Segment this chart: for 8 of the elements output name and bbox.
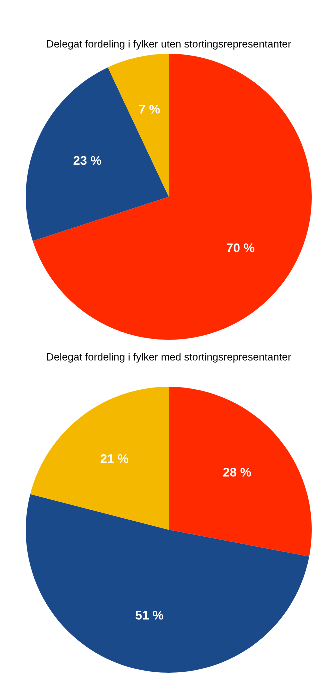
chart-title: Delegat fordeling i fylker med stortingsrepresentanter: [47, 353, 292, 363]
data-label: 23 %: [74, 156, 102, 166]
data-label: 70 %: [227, 244, 255, 252]
data-label: 21 %: [100, 454, 129, 464]
data-label: 51 %: [136, 611, 164, 620]
chart-title: Delegat fordeling i fylker uten stortingsrepresentanter: [47, 40, 292, 50]
data-label: 28 %: [224, 468, 252, 477]
data-label: 7 %: [139, 105, 160, 114]
